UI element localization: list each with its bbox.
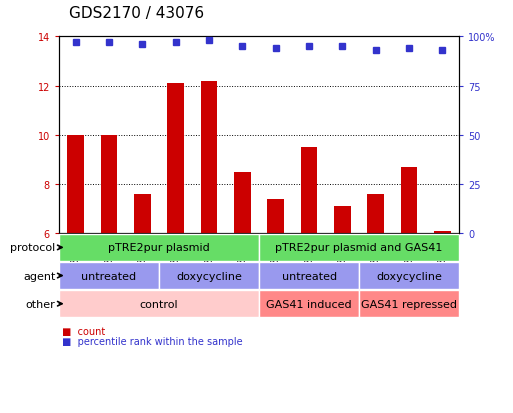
Text: pTRE2pur plasmid and GAS41: pTRE2pur plasmid and GAS41 (275, 243, 443, 253)
Bar (259, 234, 459, 261)
Bar (301, 148, 318, 234)
Text: GAS41 induced: GAS41 induced (266, 299, 352, 309)
Bar (134, 195, 151, 234)
Text: untreated: untreated (282, 271, 337, 281)
Text: GAS41 repressed: GAS41 repressed (361, 299, 457, 309)
Text: ■  count: ■ count (59, 327, 105, 337)
Bar (334, 207, 351, 234)
Bar (59, 290, 259, 318)
Text: agent: agent (23, 271, 55, 281)
Text: control: control (140, 299, 179, 309)
Bar (434, 231, 451, 234)
Text: protocol: protocol (10, 243, 55, 253)
Text: doxycycline: doxycycline (176, 271, 242, 281)
Bar (159, 262, 259, 290)
Bar (359, 262, 459, 290)
Bar (67, 135, 84, 234)
Bar (59, 262, 159, 290)
Text: doxycycline: doxycycline (376, 271, 442, 281)
Bar (201, 81, 218, 234)
Text: ■  percentile rank within the sample: ■ percentile rank within the sample (59, 336, 243, 346)
Bar (234, 172, 251, 234)
Bar (359, 290, 459, 318)
Bar (267, 199, 284, 234)
Bar (259, 262, 359, 290)
Text: untreated: untreated (82, 271, 136, 281)
Text: GDS2170 / 43076: GDS2170 / 43076 (69, 6, 204, 21)
Bar (367, 195, 384, 234)
Text: pTRE2pur plasmid: pTRE2pur plasmid (108, 243, 210, 253)
Bar (401, 167, 418, 234)
Bar (101, 135, 117, 234)
Bar (259, 290, 359, 318)
Text: other: other (26, 299, 55, 309)
Bar (59, 234, 259, 261)
Bar (167, 84, 184, 234)
